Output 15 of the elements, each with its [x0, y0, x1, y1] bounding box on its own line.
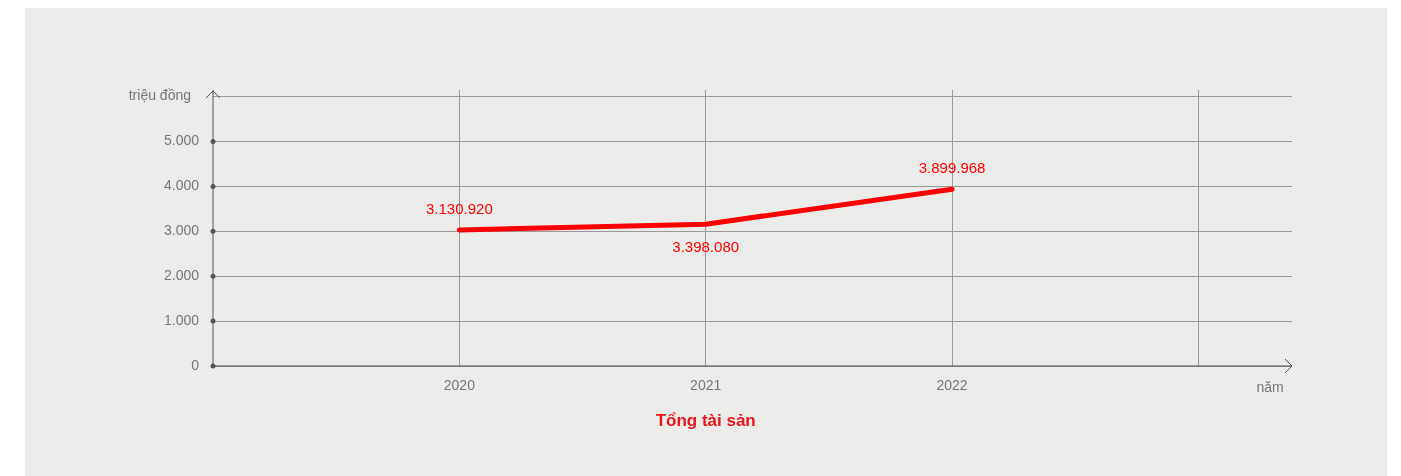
- x-axis-title: năm: [1256, 378, 1284, 395]
- annotation: 3.398.080: [672, 238, 740, 256]
- y-tick-label: 4.000: [163, 177, 200, 194]
- y-axis-title: triệu đồng: [128, 86, 191, 103]
- x-tick-label: 2022: [936, 377, 968, 394]
- annotation: 3.899.968: [918, 159, 986, 177]
- y-tick-label: 5.000: [163, 132, 200, 149]
- text: Tổng tài sản: [655, 410, 756, 430]
- y-tick-label: 0: [191, 356, 200, 373]
- x-tick-label: 2020: [443, 377, 476, 394]
- y-tick-label: 2.000: [163, 267, 200, 284]
- y-tick-label: 3.000: [163, 222, 200, 239]
- y-tick-label: 1.000: [163, 311, 200, 328]
- annotation: 3.130.920: [425, 200, 493, 218]
- x-tick-label: 2021: [690, 377, 722, 394]
